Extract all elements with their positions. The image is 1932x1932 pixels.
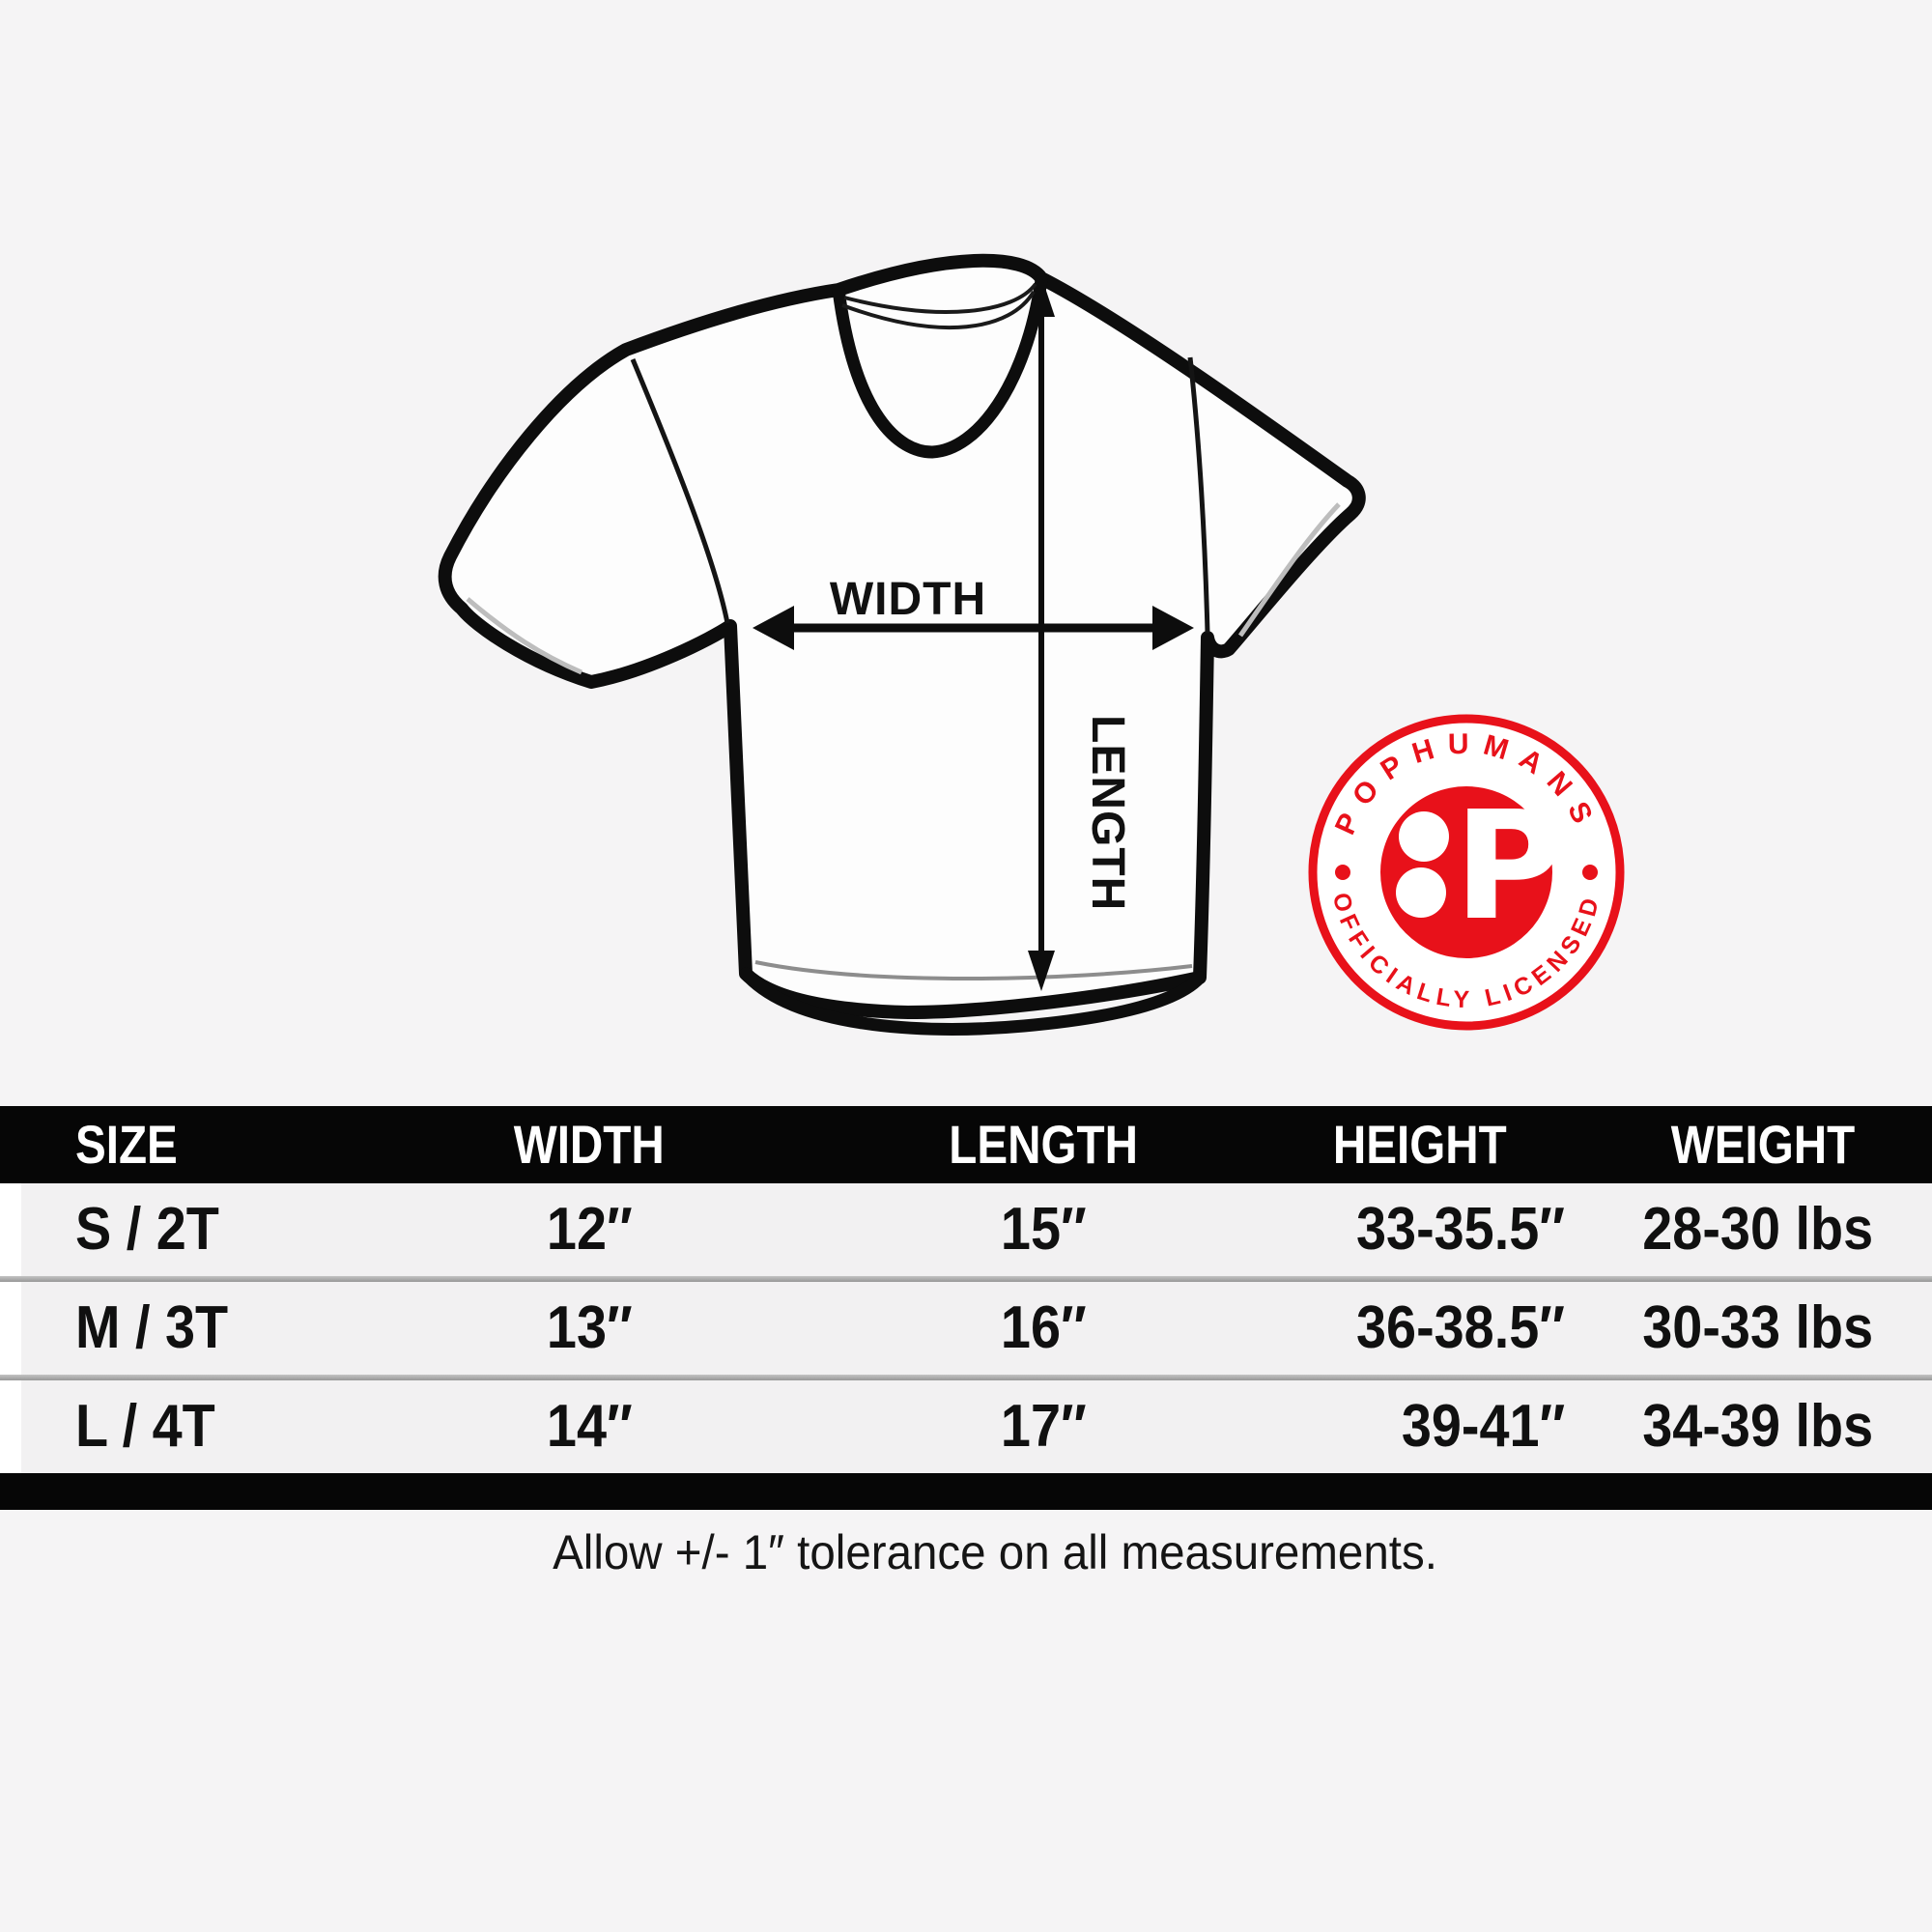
license-badge: P POPHUMANS OFFICIALLY LICENSED <box>1308 714 1625 1031</box>
height-value: 33-35.5″ <box>1356 1196 1565 1263</box>
height-value: 39-41″ <box>1401 1393 1565 1460</box>
row-separator <box>0 1375 1932 1380</box>
size-value: M / 3T <box>75 1294 229 1361</box>
badge-right-dot-icon <box>1582 865 1598 880</box>
header-length: LENGTH <box>949 1114 1138 1175</box>
table-row-m3t: M / 3T 13″ 16″ 36-38.5″ 30-33 lbs <box>0 1282 1932 1375</box>
length-arrow <box>1028 276 1055 991</box>
length-label: LENGTH <box>1082 715 1133 911</box>
table-row-l4t: L / 4T 14″ 17″ 39-41″ 34-39 lbs <box>0 1380 1932 1473</box>
length-value: 17″ <box>1000 1393 1087 1460</box>
size-table-header: SIZE WIDTH LENGTH HEIGHT WEIGHT <box>0 1106 1932 1183</box>
header-width: WIDTH <box>513 1114 665 1175</box>
weight-value: 28-30 lbs <box>1642 1196 1874 1263</box>
size-value: L / 4T <box>75 1393 215 1460</box>
size-value: S / 2T <box>75 1196 219 1263</box>
header-weight: WEIGHT <box>1670 1114 1856 1175</box>
size-table-body: S / 2T 12″ 15″ 33-35.5″ 28-30 lbs M / 3T… <box>0 1183 1932 1473</box>
weight-value: 30-33 lbs <box>1642 1294 1874 1361</box>
header-size: SIZE <box>75 1114 178 1175</box>
row-separator <box>0 1276 1932 1282</box>
tshirt-outline-icon <box>438 253 1366 1036</box>
width-label: WIDTH <box>830 574 986 625</box>
width-value: 14″ <box>546 1393 633 1460</box>
length-value: 16″ <box>1000 1294 1087 1361</box>
width-arrow <box>753 606 1194 650</box>
table-row-s2t: S / 2T 12″ 15″ 33-35.5″ 28-30 lbs <box>0 1183 1932 1276</box>
tshirt-diagram: WIDTH LENGTH <box>438 253 1366 1036</box>
tolerance-note: Allow +/- 1″ tolerance on all measuremen… <box>553 1525 1437 1579</box>
width-value: 13″ <box>546 1294 633 1361</box>
weight-value: 34-39 lbs <box>1642 1393 1874 1460</box>
badge-monogram: P <box>1454 779 1564 953</box>
length-value: 15″ <box>1000 1196 1087 1263</box>
badge-left-dot-icon <box>1335 865 1350 880</box>
header-height: HEIGHT <box>1333 1114 1507 1175</box>
width-value: 12″ <box>546 1196 633 1263</box>
table-bottom-bar <box>0 1473 1932 1510</box>
pophumans-logo-icon: P <box>1396 779 1564 953</box>
height-value: 36-38.5″ <box>1356 1294 1565 1361</box>
